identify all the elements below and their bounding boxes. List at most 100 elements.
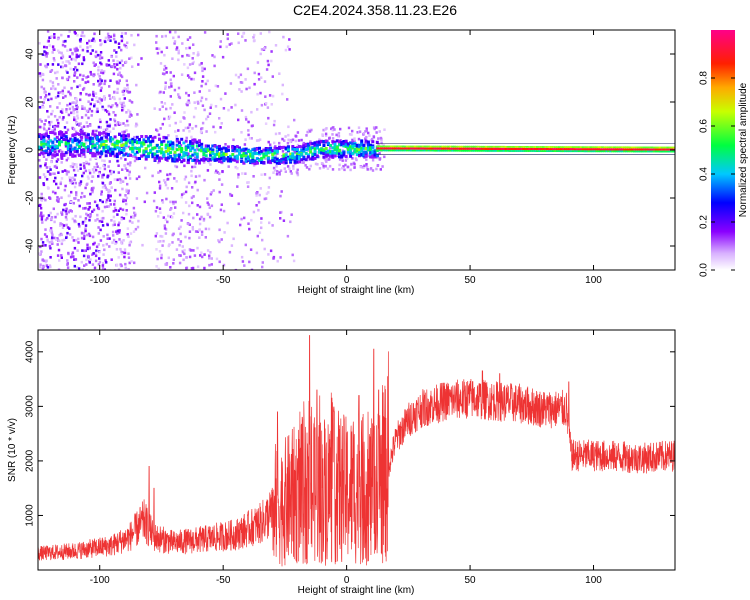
heatmap-cell bbox=[97, 175, 100, 178]
heatmap-cell bbox=[88, 234, 92, 238]
heatmap-cell bbox=[198, 217, 202, 221]
heatmap-cell bbox=[74, 102, 78, 106]
heatmap-cell bbox=[237, 118, 240, 122]
heatmap-cell bbox=[123, 43, 126, 47]
heatmap-cell bbox=[411, 149, 415, 152]
heatmap-cell bbox=[84, 224, 88, 227]
heatmap-cell bbox=[633, 148, 636, 151]
heatmap-cell bbox=[39, 263, 42, 266]
heatmap-cell bbox=[69, 200, 73, 204]
heatmap-cell bbox=[77, 55, 80, 58]
heatmap-cell bbox=[304, 164, 307, 167]
heatmap-cell bbox=[441, 145, 444, 148]
heatmap-cell bbox=[376, 156, 379, 160]
heatmap-cell bbox=[182, 151, 186, 155]
heatmap-cell bbox=[371, 145, 375, 149]
heatmap-cell bbox=[187, 181, 191, 185]
heatmap-cell bbox=[78, 84, 82, 87]
heatmap-cell bbox=[229, 157, 233, 161]
heatmap-cell bbox=[268, 94, 272, 97]
heatmap-cell bbox=[390, 147, 393, 150]
heatmap-cell bbox=[335, 151, 339, 155]
heatmap-cell bbox=[111, 65, 114, 68]
heatmap-cell bbox=[445, 149, 448, 152]
heatmap-cell bbox=[234, 103, 237, 107]
heatmap-cell bbox=[548, 146, 551, 148]
heatmap-cell bbox=[522, 150, 525, 152]
heatmap-cell bbox=[84, 135, 88, 139]
heatmap-cell bbox=[368, 134, 371, 137]
heatmap-cell bbox=[554, 148, 557, 151]
heatmap-cell bbox=[333, 140, 337, 144]
heatmap-cell bbox=[249, 248, 253, 251]
heatmap-cell bbox=[353, 140, 356, 143]
heatmap-cell bbox=[292, 164, 295, 168]
heatmap-cell bbox=[251, 152, 255, 156]
heatmap-cell bbox=[193, 254, 197, 257]
heatmap-cell bbox=[154, 234, 157, 238]
heatmap-cell bbox=[311, 146, 315, 150]
heatmap-cell bbox=[567, 150, 571, 153]
heatmap-cell bbox=[654, 150, 658, 153]
heatmap-cell bbox=[73, 178, 76, 182]
heatmap-cell bbox=[272, 257, 275, 260]
heatmap-cell bbox=[175, 180, 178, 183]
heatmap-cell bbox=[57, 83, 60, 86]
heatmap-cell bbox=[151, 153, 155, 157]
heatmap-cell bbox=[648, 148, 652, 151]
heatmap-cell bbox=[193, 152, 197, 156]
heatmap-cell bbox=[346, 147, 350, 151]
heatmap-cell bbox=[492, 147, 496, 150]
heatmap-cell bbox=[256, 234, 259, 238]
heatmap-cell bbox=[49, 79, 52, 83]
heatmap-cell bbox=[99, 155, 102, 159]
heatmap-cell bbox=[237, 41, 240, 45]
heatmap-cell bbox=[280, 210, 283, 214]
heatmap-cell bbox=[326, 167, 330, 170]
heatmap-cell bbox=[98, 118, 102, 121]
heatmap-cell bbox=[164, 232, 168, 235]
heatmap-cell bbox=[249, 151, 253, 155]
heatmap-cell bbox=[57, 121, 60, 125]
heatmap-cell bbox=[365, 164, 368, 168]
heatmap-cell bbox=[477, 147, 480, 150]
heatmap-cell bbox=[80, 260, 83, 264]
heatmap-cell bbox=[158, 207, 162, 210]
heatmap-cell bbox=[135, 141, 139, 145]
heatmap-cell bbox=[250, 124, 254, 128]
heatmap-cell bbox=[93, 32, 96, 36]
heatmap-cell bbox=[249, 159, 253, 163]
heatmap-cell bbox=[251, 148, 255, 152]
heatmap-cell bbox=[295, 148, 299, 152]
heatmap-cell bbox=[120, 151, 124, 154]
heatmap-cell bbox=[89, 70, 92, 74]
heatmap-cell bbox=[102, 244, 105, 247]
heatmap-cell bbox=[65, 77, 69, 81]
heatmap-cell bbox=[75, 55, 78, 59]
heatmap-cell bbox=[78, 140, 81, 144]
heatmap-cell bbox=[112, 170, 115, 174]
heatmap-cell bbox=[101, 266, 105, 270]
heatmap-cell bbox=[263, 80, 267, 83]
heatmap-cell bbox=[473, 149, 476, 152]
heatmap-cell bbox=[75, 193, 78, 197]
heatmap-cell bbox=[114, 102, 118, 105]
heatmap-cell bbox=[366, 154, 370, 158]
heatmap-cell bbox=[99, 166, 102, 170]
heatmap-cell bbox=[646, 148, 650, 151]
heatmap-cell bbox=[644, 148, 648, 151]
heatmap-cell bbox=[213, 154, 217, 158]
heatmap-cell bbox=[90, 180, 93, 183]
heatmap-cell bbox=[522, 147, 525, 151]
heatmap-cell bbox=[77, 199, 80, 202]
heatmap-cell bbox=[255, 147, 259, 151]
heatmap-cell bbox=[257, 201, 261, 204]
heatmap-cell bbox=[300, 138, 303, 142]
heatmap-cell bbox=[169, 172, 172, 176]
heatmap-cell bbox=[119, 66, 122, 70]
heatmap-cell bbox=[50, 35, 53, 38]
heatmap-cell bbox=[103, 167, 107, 171]
heatmap-cell bbox=[77, 267, 81, 270]
heatmap-cell bbox=[218, 228, 221, 232]
heatmap-cell bbox=[431, 145, 435, 148]
